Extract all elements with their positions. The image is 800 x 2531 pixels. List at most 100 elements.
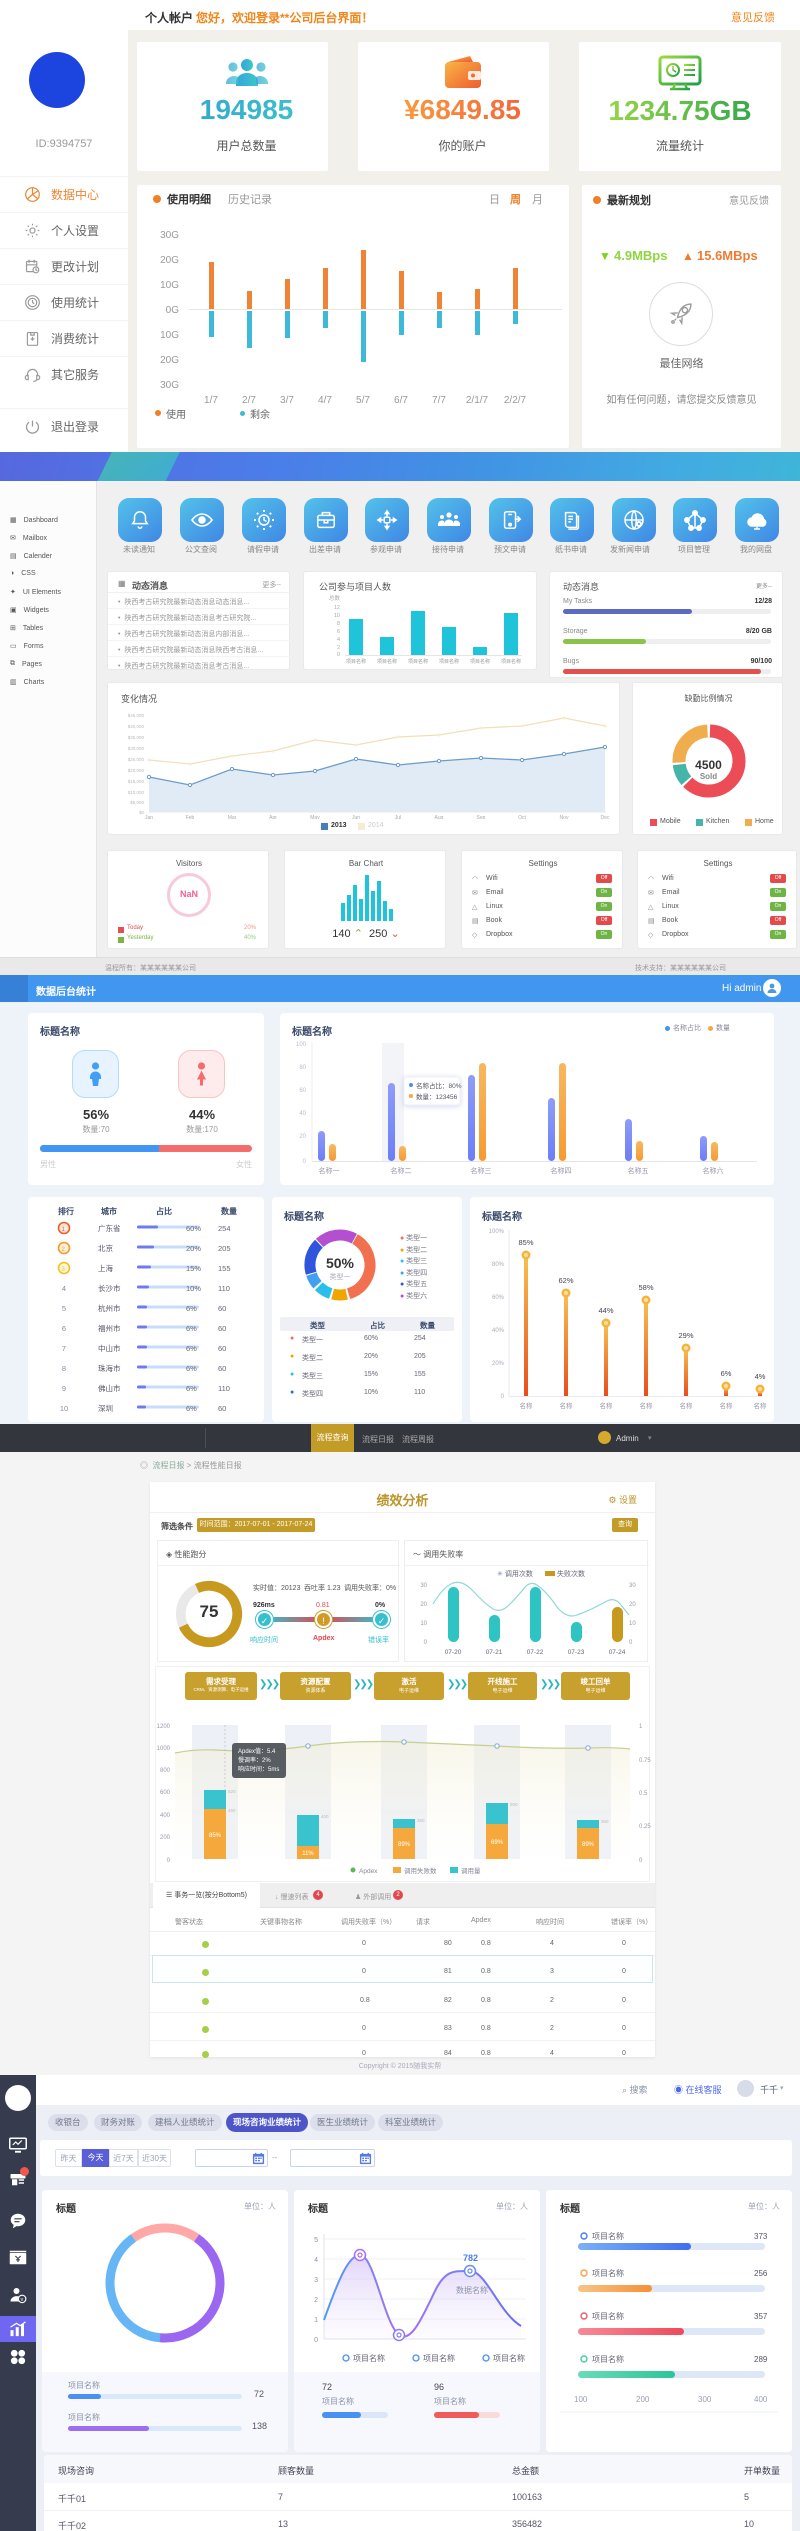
svg-text:名称: 名称 xyxy=(600,1401,614,1410)
svg-text:$30,000: $30,000 xyxy=(128,746,145,751)
svg-text:名称四: 名称四 xyxy=(551,1166,572,1175)
svg-text:60%: 60% xyxy=(186,1224,201,1233)
svg-text:广东省: 广东省 xyxy=(98,1223,121,1233)
svg-text:v: v xyxy=(21,2297,24,2303)
svg-text:杭州市: 杭州市 xyxy=(98,1303,121,1313)
svg-text:名称: 名称 xyxy=(720,1401,734,1410)
svg-text:名称五: 名称五 xyxy=(628,1166,649,1175)
svg-text:60: 60 xyxy=(218,1344,226,1353)
svg-text:项目名称: 项目名称 xyxy=(423,2353,455,2363)
svg-text:80%: 80% xyxy=(492,1262,505,1268)
svg-text:85%: 85% xyxy=(209,1833,222,1839)
svg-text:深圳: 深圳 xyxy=(98,1403,113,1413)
svg-text:60: 60 xyxy=(218,1324,226,1333)
svg-text:60: 60 xyxy=(218,1404,226,1413)
svg-text:100: 100 xyxy=(574,2395,588,2404)
svg-text:0: 0 xyxy=(424,1640,428,1646)
svg-text:名称六: 名称六 xyxy=(703,1166,724,1175)
svg-text:9: 9 xyxy=(62,1384,66,1393)
svg-text:$5,000: $5,000 xyxy=(130,800,144,805)
svg-text:110: 110 xyxy=(218,1284,230,1293)
svg-text:慢调率：2%: 慢调率：2% xyxy=(238,1756,271,1764)
svg-text:3/7: 3/7 xyxy=(280,395,294,406)
svg-text:62%: 62% xyxy=(558,1276,573,1285)
svg-text:30G: 30G xyxy=(160,380,179,391)
svg-text:Nov: Nov xyxy=(560,815,569,819)
svg-text:29%: 29% xyxy=(678,1331,693,1340)
svg-text:项目名称: 项目名称 xyxy=(353,2353,385,2363)
svg-text:20%: 20% xyxy=(186,1244,201,1253)
svg-text:4: 4 xyxy=(337,637,340,643)
svg-text:项目名称: 项目名称 xyxy=(493,2353,525,2363)
svg-text:名称占比：80%: 名称占比：80% xyxy=(416,1081,462,1090)
svg-text:0.5: 0.5 xyxy=(639,1791,648,1797)
svg-text:2: 2 xyxy=(337,645,340,651)
svg-text:30: 30 xyxy=(629,1583,636,1589)
svg-text:155: 155 xyxy=(218,1264,231,1273)
svg-text:07-20: 07-20 xyxy=(445,1649,462,1656)
svg-text:20: 20 xyxy=(299,1134,306,1140)
svg-text:名称: 名称 xyxy=(754,1401,767,1410)
svg-text:6/7: 6/7 xyxy=(394,395,408,406)
svg-text:响应时间：5ms: 响应时间：5ms xyxy=(238,1765,279,1773)
svg-text:2/7: 2/7 xyxy=(242,395,256,406)
svg-text:4%: 4% xyxy=(755,1372,766,1381)
svg-text:0: 0 xyxy=(501,1394,505,1400)
svg-text:6%: 6% xyxy=(186,1404,197,1413)
svg-text:0.75: 0.75 xyxy=(639,1758,651,1764)
svg-text:0: 0 xyxy=(639,1858,643,1864)
svg-text:10G: 10G xyxy=(160,280,179,291)
svg-text:Jul: Jul xyxy=(395,815,401,819)
svg-text:$40,000: $40,000 xyxy=(128,724,145,729)
svg-text:项目名称: 项目名称 xyxy=(592,2311,624,2321)
svg-text:110: 110 xyxy=(218,1384,230,1393)
svg-text:15%: 15% xyxy=(186,1264,201,1273)
svg-text:0: 0 xyxy=(629,1640,633,1646)
svg-text:07-24: 07-24 xyxy=(609,1649,626,1656)
svg-text:3: 3 xyxy=(62,1267,66,1273)
svg-text:1/7: 1/7 xyxy=(204,395,218,406)
svg-text:6%: 6% xyxy=(186,1384,197,1393)
svg-text:20G: 20G xyxy=(160,255,179,266)
svg-text:200: 200 xyxy=(636,2395,650,2404)
svg-text:07-23: 07-23 xyxy=(568,1649,585,1656)
svg-text:07-22: 07-22 xyxy=(527,1649,544,1656)
svg-text:7: 7 xyxy=(62,1344,66,1353)
svg-text:100%: 100% xyxy=(489,1229,505,1235)
svg-text:60%: 60% xyxy=(492,1295,505,1301)
svg-text:360: 360 xyxy=(417,1818,425,1823)
svg-text:上海: 上海 xyxy=(98,1263,113,1273)
svg-text:数量：123456: 数量：123456 xyxy=(416,1092,458,1101)
svg-text:$45,000: $45,000 xyxy=(128,713,145,718)
svg-text:60: 60 xyxy=(218,1364,226,1373)
svg-text:4: 4 xyxy=(314,2257,318,2264)
svg-text:256: 256 xyxy=(754,2269,768,2278)
svg-text:Apr: Apr xyxy=(269,815,277,819)
svg-text:20: 20 xyxy=(420,1602,427,1608)
svg-text:10: 10 xyxy=(420,1621,427,1627)
svg-text:289: 289 xyxy=(754,2355,768,2364)
svg-text:项目名称: 项目名称 xyxy=(592,2231,624,2241)
svg-text:$20,000: $20,000 xyxy=(128,768,145,773)
svg-text:Jan: Jan xyxy=(145,815,153,819)
svg-text:10: 10 xyxy=(629,1621,636,1627)
svg-text:10G: 10G xyxy=(160,330,179,341)
svg-text:5/7: 5/7 xyxy=(356,395,370,406)
svg-text:Oct: Oct xyxy=(518,815,526,819)
svg-text:0: 0 xyxy=(167,1858,171,1864)
svg-text:名称: 名称 xyxy=(520,1401,534,1410)
svg-text:60: 60 xyxy=(218,1304,226,1313)
svg-text:北京: 北京 xyxy=(98,1243,113,1253)
svg-text:07-21: 07-21 xyxy=(486,1649,503,1656)
svg-text:总数: 总数 xyxy=(329,594,341,602)
svg-text:0: 0 xyxy=(314,2337,318,2344)
svg-text:$10,000: $10,000 xyxy=(128,790,145,795)
svg-text:800: 800 xyxy=(160,1768,171,1774)
svg-text:10%: 10% xyxy=(186,1284,201,1293)
svg-text:6%: 6% xyxy=(186,1364,197,1373)
svg-text:1200: 1200 xyxy=(157,1724,171,1730)
svg-text:中山市: 中山市 xyxy=(98,1343,121,1353)
svg-text:7/7: 7/7 xyxy=(432,395,446,406)
svg-text:项目名称: 项目名称 xyxy=(501,658,521,664)
svg-text:4: 4 xyxy=(62,1284,66,1293)
